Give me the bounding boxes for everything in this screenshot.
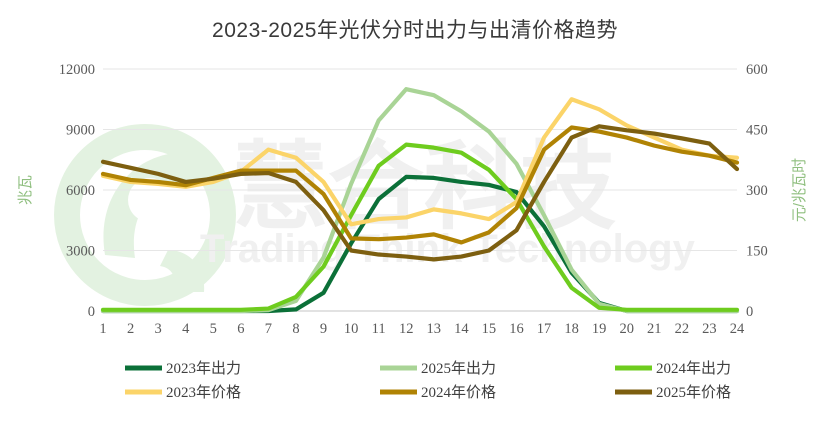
x-tick-label: 11 xyxy=(372,321,386,337)
x-tick-label: 4 xyxy=(182,321,190,337)
x-tick-label: 1 xyxy=(99,321,106,337)
legend-item-2023年出力[interactable]: 2023年出力 xyxy=(125,360,241,377)
series-layer xyxy=(100,87,740,314)
y2-tick-label: 450 xyxy=(746,123,768,139)
series-line-2025年价格 xyxy=(100,124,740,262)
x-tick-label: 16 xyxy=(509,321,524,337)
x-tick-label: 21 xyxy=(647,321,662,337)
legend-item-label: 2023年价格 xyxy=(166,384,241,401)
watermark-group: 慧合科技 Trading Think Technology xyxy=(54,124,696,306)
y-tick-label: 3000 xyxy=(66,244,95,260)
series-line-2024年出力 xyxy=(100,142,740,312)
series-line-2023年价格 xyxy=(100,97,740,227)
x-tick-label: 18 xyxy=(564,321,579,337)
x-tick-label: 22 xyxy=(675,321,690,337)
x-tick-label: 17 xyxy=(537,321,552,337)
x-tick-label: 14 xyxy=(454,321,469,337)
x-tick-label: 3 xyxy=(155,321,162,337)
watermark-en-text: Trading Think Technology xyxy=(200,227,696,271)
y-tick-label: 9000 xyxy=(66,123,95,139)
y2-tick-label: 0 xyxy=(746,304,753,320)
y-axis-right-title: 元/兆瓦时 xyxy=(791,158,808,222)
y-axis-left-title: 兆瓦 xyxy=(17,175,34,205)
y-axis-right: 600 450 300 150 0 元/兆瓦时 xyxy=(746,62,808,320)
y-tick-label: 0 xyxy=(88,304,95,320)
legend-item-label: 2024年出力 xyxy=(656,360,731,377)
watermark-cn-text: 慧合科技 xyxy=(232,134,616,241)
legend-item-label: 2025年出力 xyxy=(421,360,496,377)
y2-tick-label: 150 xyxy=(746,244,768,260)
x-tick-label: 9 xyxy=(320,321,327,337)
legend-item-2025年出力[interactable]: 2025年出力 xyxy=(380,360,496,377)
x-tick-label: 6 xyxy=(237,321,244,337)
legend-item-2023年价格[interactable]: 2023年价格 xyxy=(125,384,241,401)
y-tick-label: 6000 xyxy=(66,183,95,199)
x-tick-label: 8 xyxy=(292,321,299,337)
legend-item-label: 2025年价格 xyxy=(656,384,731,401)
legend-item-2024年价格[interactable]: 2024年价格 xyxy=(380,384,496,401)
legend-item-label: 2023年出力 xyxy=(166,360,241,377)
chart-legend: 2023年出力 2025年出力 2024年出力 2023年价格 2024年价格 2025年… xyxy=(125,360,731,401)
x-tick-label: 12 xyxy=(399,321,414,337)
x-tick-label: 10 xyxy=(344,321,359,337)
legend-item-2025年价格[interactable]: 2025年价格 xyxy=(615,384,731,401)
x-tick-label: 24 xyxy=(730,321,745,337)
legend-item-2024年出力[interactable]: 2024年出力 xyxy=(615,360,731,377)
x-tick-label: 7 xyxy=(265,321,272,337)
x-tick-label: 15 xyxy=(482,321,497,337)
x-tick-label: 13 xyxy=(427,321,442,337)
x-tick-label: 20 xyxy=(619,321,634,337)
chart-title: 2023-2025年光伏分时出力与出清价格趋势 xyxy=(212,19,618,42)
x-tick-label: 23 xyxy=(702,321,717,337)
x-axis-labels: 1 2 3 4 5 6 7 8 9 10 11 12 13 14 15 16 17 18 19 20 21 22 23 24 xyxy=(99,321,745,337)
y2-tick-label: 300 xyxy=(746,183,768,199)
legend-item-label: 2024年价格 xyxy=(421,384,496,401)
x-tick-label: 5 xyxy=(210,321,217,337)
y-axis-left: 12000 9000 6000 3000 0 兆瓦 xyxy=(17,62,95,320)
x-tick-label: 19 xyxy=(592,321,607,337)
y2-tick-label: 600 xyxy=(746,62,768,78)
y-tick-label: 12000 xyxy=(59,62,95,78)
x-tick-label: 2 xyxy=(127,321,134,337)
